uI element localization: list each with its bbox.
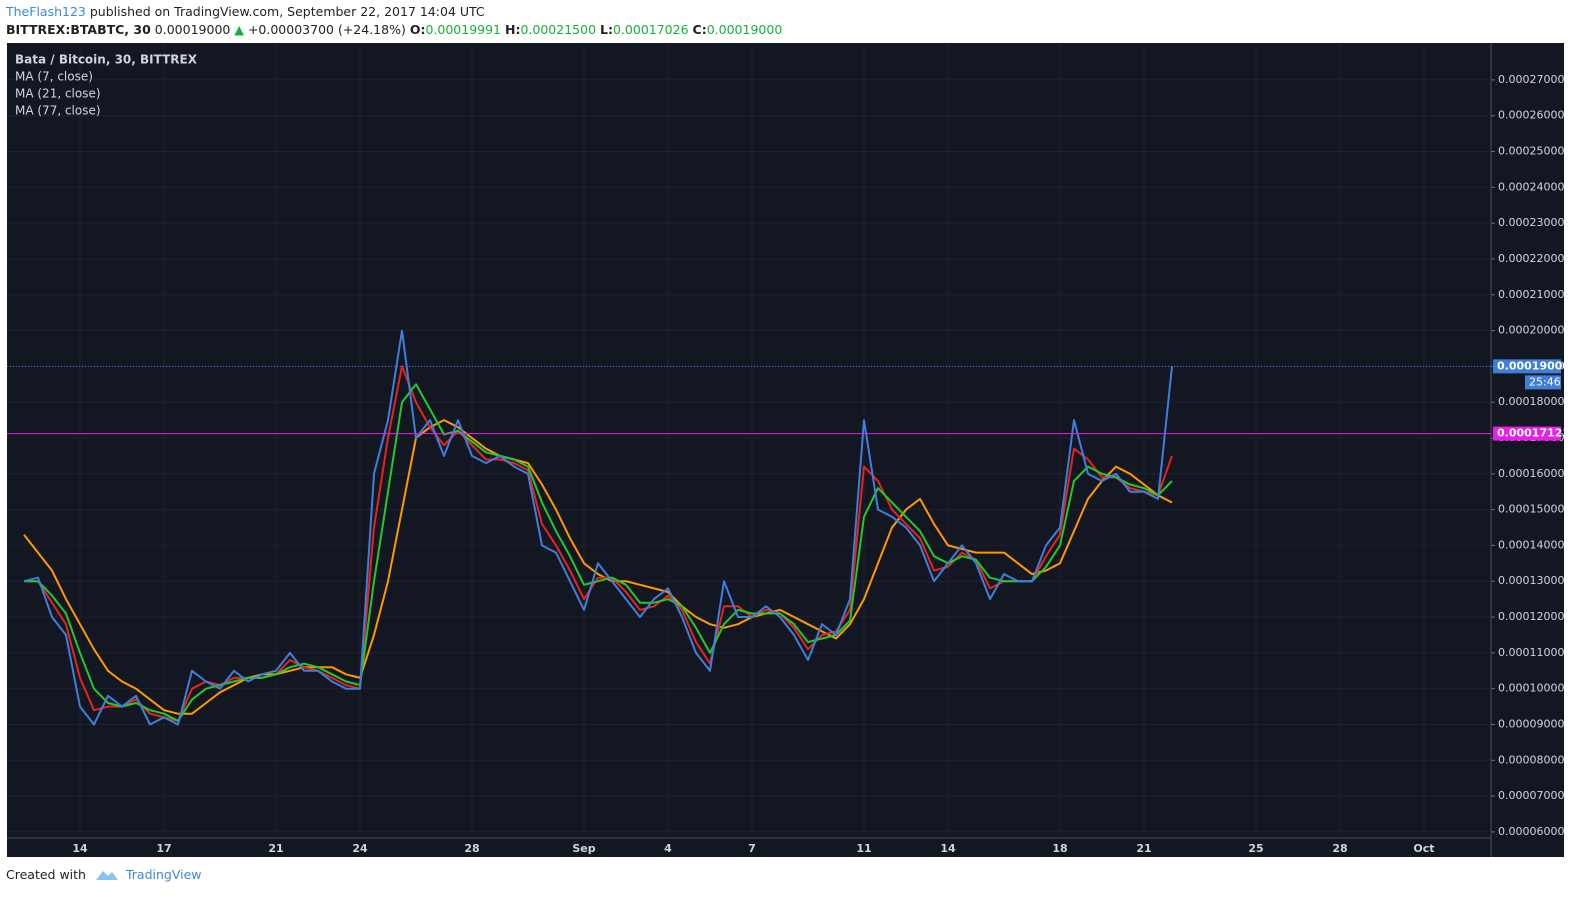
y-tick-label: 0.00023000 <box>1498 216 1564 229</box>
series-line <box>23 329 1173 726</box>
x-tick-label: 11 <box>856 842 871 855</box>
legend-entry: MA (77, close) <box>15 104 101 118</box>
x-tick-label: 25 <box>1248 842 1263 855</box>
y-tick-label: 0.00009000 <box>1498 717 1564 730</box>
price-label-box <box>1493 359 1561 374</box>
last-price: 0.00019000 <box>154 22 231 37</box>
countdown-box <box>1525 375 1561 390</box>
y-tick-label: 0.00027000 <box>1498 73 1564 86</box>
high: 0.00021500 <box>520 22 597 37</box>
x-tick-label: 18 <box>1052 842 1067 855</box>
created-with: Created with <box>6 866 86 882</box>
change: +0.00003700 (+24.18%) <box>247 22 406 37</box>
author[interactable]: TheFlash123 <box>6 4 86 19</box>
c-label: C: <box>692 22 707 37</box>
y-tick-label: 0.00020000 <box>1498 324 1564 337</box>
line-label: 0.00017123 <box>1497 427 1570 440</box>
y-tick-label: 0.00007000 <box>1498 789 1564 802</box>
low: 0.00017026 <box>612 22 689 37</box>
countdown: 25:46 <box>1529 375 1561 388</box>
y-tick-label: 0.00006000 <box>1498 825 1564 838</box>
x-tick-label: 28 <box>1332 842 1347 855</box>
y-tick-label: 0.00012000 <box>1498 610 1564 623</box>
symbol: BITTREX:BTABTC, 30 <box>6 22 151 37</box>
x-tick-label: 14 <box>72 842 88 855</box>
x-tick-label: Oct <box>1413 842 1434 855</box>
y-tick-label: 0.00025000 <box>1498 145 1564 158</box>
time-axis <box>7 838 1491 857</box>
x-tick-label: 14 <box>940 842 956 855</box>
x-tick-label: 7 <box>748 842 756 855</box>
y-tick-label: 0.00022000 <box>1498 252 1564 265</box>
series-line <box>24 365 1173 722</box>
arrow: ▲ <box>234 22 244 37</box>
y-tick-label: 0.00008000 <box>1498 753 1564 766</box>
y-tick-label: 0.00016000 <box>1498 467 1564 480</box>
y-tick-label: 0.00013000 <box>1498 574 1564 587</box>
y-tick-label: 0.00014000 <box>1498 538 1564 551</box>
x-tick-label: 28 <box>464 842 479 855</box>
y-tick-label: 0.00015000 <box>1498 503 1564 516</box>
x-tick-label: 24 <box>352 842 368 855</box>
header: TheFlash123 published on TradingView.com… <box>6 3 782 39</box>
logo[interactable] <box>94 866 120 882</box>
legend-entry: MA (21, close) <box>15 87 101 101</box>
y-tick-label: 0.00010000 <box>1498 682 1564 695</box>
brand[interactable]: TradingView <box>125 866 202 882</box>
y-tick-label: 0.00011000 <box>1498 646 1564 659</box>
series-line <box>23 419 1173 715</box>
pane-background <box>7 43 1491 838</box>
x-tick-label: 21 <box>1136 842 1151 855</box>
chart: 0.00006000 0.00007000 0.00008000 0.00009000… <box>7 43 1570 857</box>
x-tick-label: 21 <box>268 842 283 855</box>
close: 0.00019000 <box>706 22 783 37</box>
header-line-1: TheFlash123 published on TradingView.com… <box>6 3 782 21</box>
header-line-2: BITTREX:BTABTC, 30 0.00019000 ▲ +0.00003… <box>6 21 782 39</box>
open: 0.00019991 <box>425 22 502 37</box>
legend-entry: MA (7, close) <box>15 70 93 84</box>
y-tick-label: 0.00024000 <box>1498 180 1564 193</box>
x-tick-label: 4 <box>664 842 672 855</box>
x-tick-label: Sep <box>572 842 595 855</box>
price-label: 0.00019000 <box>1497 359 1570 372</box>
line-label-box <box>1493 426 1561 441</box>
published: published on TradingView.com, September … <box>89 4 485 19</box>
footer: Created with TradingView <box>6 866 202 882</box>
price-axis <box>1491 43 1564 857</box>
y-tick-label: 0.00021000 <box>1498 288 1564 301</box>
x-tick-label: 17 <box>156 842 171 855</box>
chart-title: Bata / Bitcoin, 30, BITTREX <box>15 53 198 67</box>
y-tick-label: 0.00018000 <box>1498 395 1564 408</box>
l-label: L: <box>600 22 613 37</box>
h-label: H: <box>505 22 521 37</box>
o-label: O: <box>409 22 426 37</box>
y-tick-label: 0.00026000 <box>1498 109 1564 122</box>
